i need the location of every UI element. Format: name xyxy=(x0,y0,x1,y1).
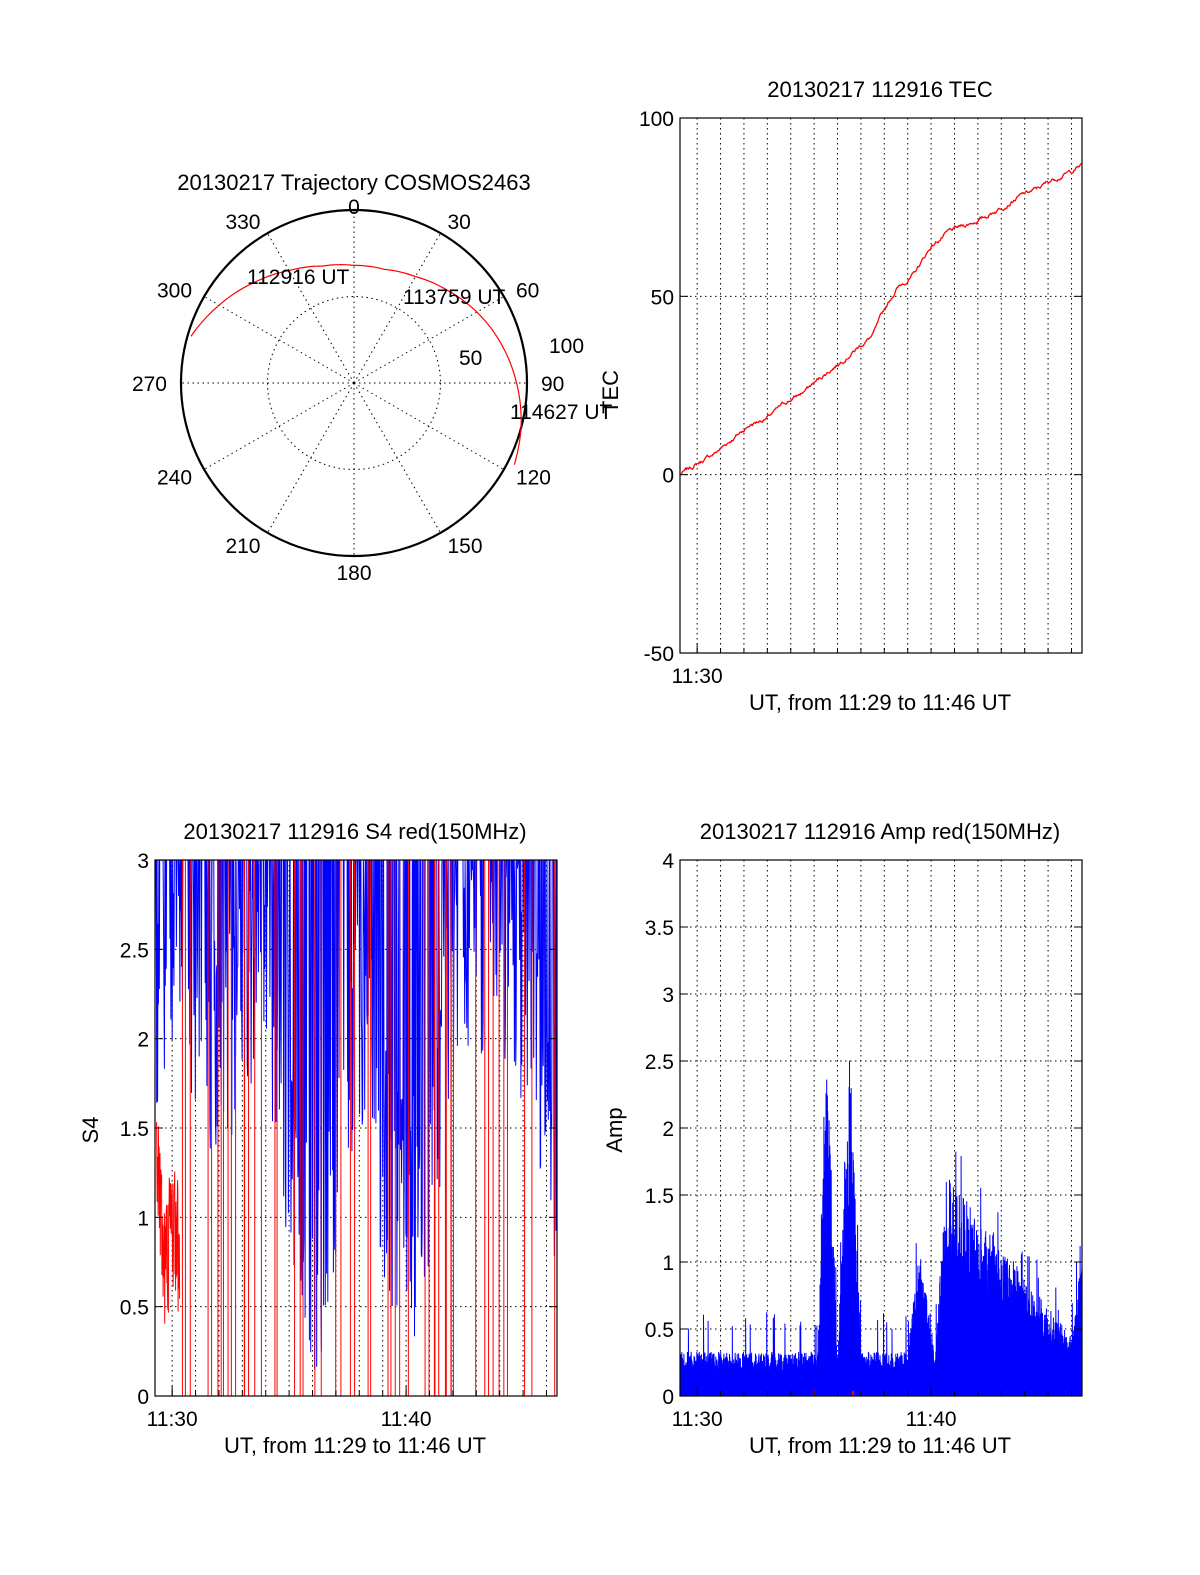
polar-angle-label: 150 xyxy=(448,535,483,558)
amp-plot: 20130217 112916 Amp red(150MHz) 0 0.5 1 1.5… xyxy=(602,819,1083,1458)
tec-plot: 20130217 112916 TEC -50 0 50 100 11:30 UT, f… xyxy=(598,77,1083,715)
y-tick-label: 1 xyxy=(662,1252,674,1275)
s4-ticks: 0 0.5 1 1.5 2 2.5 3 11:30 11:40 xyxy=(120,850,557,1431)
s4-blue-line xyxy=(154,859,557,1370)
y-tick-label: 0 xyxy=(662,1386,674,1409)
trajectory-annotation: 113759 UT xyxy=(403,286,506,309)
trajectory-annotation: 112916 UT xyxy=(247,266,350,289)
y-tick-label: 2.5 xyxy=(645,1051,674,1074)
x-tick-label: 11:40 xyxy=(381,1408,432,1431)
y-tick-label: 0 xyxy=(137,1386,149,1409)
y-tick-label: 100 xyxy=(639,108,674,131)
y-tick-label: 2 xyxy=(137,1029,149,1052)
polar-angle-labels: 0 30 60 90 120 150 180 210 240 270 300 330 xyxy=(132,196,564,585)
polar-spoke-330 xyxy=(267,232,355,384)
tec-frame xyxy=(679,117,1083,654)
polar-angle-label: 120 xyxy=(516,467,551,490)
y-tick-label: 50 xyxy=(651,286,674,309)
polar-angle-label: 30 xyxy=(448,211,471,234)
x-tick-label: 11:40 xyxy=(906,1408,957,1431)
polar-spoke-120 xyxy=(353,382,505,470)
s4-plot: 20130217 112916 S4 red(150MHz) 0 0.5 1 1.5 2… xyxy=(78,819,558,1458)
polar-spoke-150 xyxy=(353,382,441,534)
x-tick-label: 11:30 xyxy=(672,1408,723,1431)
trajectory-title: 20130217 Trajectory COSMOS2463 xyxy=(177,170,530,195)
amp-series xyxy=(679,1060,1083,1397)
tec-title: 20130217 112916 TEC xyxy=(767,77,993,102)
tec-xlabel: UT, from 11:29 to 11:46 UT xyxy=(749,690,1011,715)
x-tick-label: 11:30 xyxy=(672,665,723,688)
polar-radial-labels: 50 100 xyxy=(459,335,584,370)
s4-ylabel: S4 xyxy=(78,1117,103,1144)
s4-series xyxy=(154,859,557,1396)
polar-spoke-210 xyxy=(267,382,355,534)
tec-ticks: -50 0 50 100 11:30 xyxy=(639,108,1082,688)
amp-xlabel: UT, from 11:29 to 11:46 UT xyxy=(749,1433,1011,1458)
polar-angle-label: 270 xyxy=(132,373,167,396)
y-tick-label: 1.5 xyxy=(645,1185,674,1208)
y-tick-label: 0.5 xyxy=(645,1319,674,1342)
x-tick-label: 11:30 xyxy=(147,1408,198,1431)
polar-radial-label: 50 xyxy=(459,347,482,370)
polar-spoke-60 xyxy=(353,296,505,384)
tec-grid xyxy=(680,118,1082,653)
polar-angle-label: 330 xyxy=(225,211,260,234)
amp-ticks: 0 0.5 1 1.5 2 2.5 3 3.5 4 11:30 11:40 xyxy=(645,850,1082,1431)
y-tick-label: 2 xyxy=(662,1118,674,1141)
polar-angle-label: 240 xyxy=(157,467,192,490)
y-tick-label: -50 xyxy=(644,643,674,666)
s4-grid xyxy=(155,860,557,1396)
polar-grid xyxy=(179,208,529,558)
polar-angle-label: 0 xyxy=(348,196,360,219)
y-tick-label: 3 xyxy=(137,850,149,873)
y-tick-label: 3 xyxy=(662,984,674,1007)
s4-title: 20130217 112916 S4 red(150MHz) xyxy=(183,819,526,844)
trajectory-line xyxy=(190,263,522,465)
y-tick-label: 4 xyxy=(662,850,674,873)
trajectory-annotation: 114627 UT xyxy=(510,401,613,424)
polar-radial-label: 100 xyxy=(549,335,584,358)
y-tick-label: 0.5 xyxy=(120,1297,149,1320)
trajectory-series xyxy=(190,263,522,465)
polar-angle-label: 210 xyxy=(225,535,260,558)
y-tick-label: 2.5 xyxy=(120,939,149,962)
polar-spoke-30 xyxy=(353,232,441,384)
s4-xlabel: UT, from 11:29 to 11:46 UT xyxy=(224,1433,486,1458)
y-tick-label: 1 xyxy=(137,1207,149,1230)
tec-line xyxy=(679,162,1082,476)
polar-angle-label: 300 xyxy=(157,280,192,303)
polar-angle-label: 60 xyxy=(516,280,539,303)
trajectory-polar-plot: 20130217 Trajectory COSMOS2463 0 30 60 90 12… xyxy=(132,170,613,585)
tec-ylabel: TEC xyxy=(598,370,623,414)
amp-blue-line xyxy=(679,1060,1083,1397)
s4-red-line xyxy=(156,1122,181,1324)
polar-spoke-300 xyxy=(203,296,355,384)
y-tick-label: 1.5 xyxy=(120,1118,149,1141)
tec-series xyxy=(679,162,1082,476)
polar-angle-label: 90 xyxy=(541,373,564,396)
y-tick-label: 3.5 xyxy=(645,917,674,940)
polar-outer-circle xyxy=(179,208,529,558)
y-tick-label: 0 xyxy=(662,465,674,488)
amp-ylabel: Amp xyxy=(602,1107,627,1152)
trajectory-annotations: 112916 UT 113759 UT 114627 UT xyxy=(247,266,613,424)
polar-angle-label: 180 xyxy=(336,562,371,585)
amp-title: 20130217 112916 Amp red(150MHz) xyxy=(700,819,1060,844)
polar-spoke-240 xyxy=(203,382,355,470)
